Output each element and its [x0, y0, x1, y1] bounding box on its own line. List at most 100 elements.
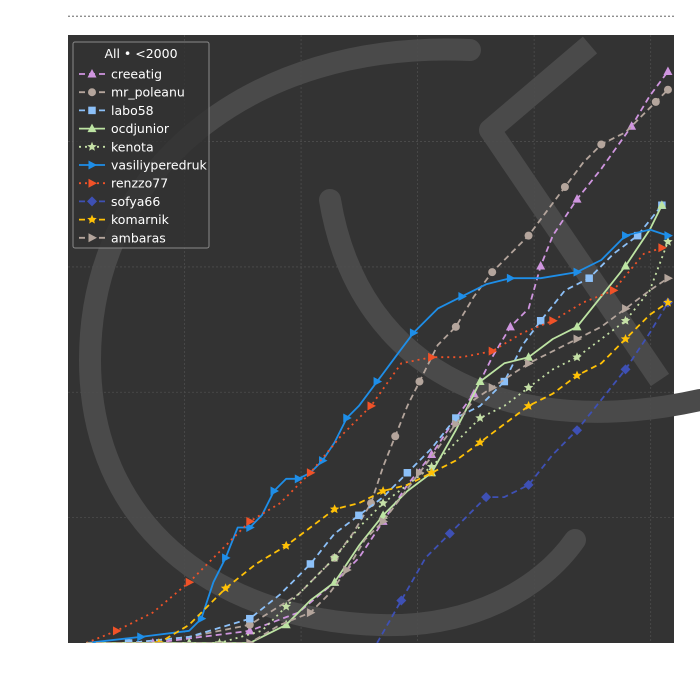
data-point-renzzo77: [185, 577, 195, 587]
data-point-vasiliyperedruk: [246, 522, 255, 532]
data-point-mr_poleanu: [663, 85, 672, 94]
data-point-kenota: [426, 461, 437, 471]
data-point-labo58: [633, 231, 642, 240]
data-point-vasiliyperedruk: [622, 231, 631, 241]
data-point-komarnik: [220, 583, 231, 593]
data-point-vasiliyperedruk: [319, 456, 328, 466]
data-point-labo58: [500, 377, 509, 386]
watermark-chevron: [479, 36, 670, 387]
data-point-komarnik: [281, 540, 291, 550]
legend-marker-renzzo77: [88, 178, 97, 188]
data-point-renzzo77: [367, 401, 376, 411]
legend-marker-sofya66: [87, 196, 97, 207]
data-point-mr_poleanu: [245, 620, 254, 629]
legend-label-komarnik: komarnik: [111, 212, 170, 227]
legend-marker-ambaras: [88, 233, 97, 243]
data-point-kenota: [281, 601, 291, 611]
data-point-komarnik: [475, 437, 485, 447]
data-point-labo58: [536, 317, 545, 325]
series-line-sofya66: [376, 302, 669, 643]
data-point-mr_poleanu: [451, 322, 460, 331]
data-point-komarnik: [572, 370, 582, 380]
series-line-labo58: [86, 204, 663, 643]
legend-marker-creeatig: [87, 69, 97, 78]
data-point-ambaras: [573, 334, 583, 344]
data-point-mr_poleanu: [560, 183, 569, 191]
data-point-ocdjunior: [186, 638, 192, 643]
data-point-labo58: [124, 639, 133, 643]
legend-marker-mr_poleanu: [88, 88, 96, 97]
data-point-mr_poleanu: [651, 97, 660, 106]
data-point-ocdjunior: [657, 200, 667, 209]
data-point-ocdjunior: [621, 261, 631, 270]
data-point-creeatig: [505, 321, 515, 331]
series-line-vasiliyperedruk: [86, 228, 669, 643]
data-point-vasiliyperedruk: [197, 614, 207, 624]
data-point-vasiliyperedruk: [137, 632, 146, 642]
data-point-komarnik: [663, 297, 673, 307]
series-ocdjunior: [86, 200, 667, 643]
series-line-creeatig: [86, 70, 669, 643]
data-point-renzzo77: [306, 468, 316, 478]
data-point-kenota: [475, 413, 485, 423]
data-point-kenota: [663, 236, 673, 246]
data-point-sofya66: [523, 479, 534, 490]
legend-title: All • <2000: [104, 46, 177, 61]
legend-marker-vasiliyperedruk: [88, 160, 97, 170]
data-point-komarnik: [426, 467, 437, 477]
data-point-labo58: [355, 511, 363, 520]
data-point-komarnik: [620, 334, 631, 343]
data-point-sofya66: [572, 425, 583, 436]
data-point-labo58: [452, 414, 460, 422]
legend-label-labo58: labo58: [111, 103, 154, 118]
data-point-sofya66: [444, 528, 455, 539]
legend-marker-komarnik: [87, 214, 97, 224]
data-point-labo58: [306, 560, 315, 568]
data-point-ambaras: [622, 304, 631, 314]
series-line-ocdjunior: [86, 204, 663, 643]
legend-label-ambaras: ambaras: [111, 230, 166, 245]
data-point-kenota: [214, 638, 225, 643]
data-point-ambaras: [379, 516, 389, 526]
data-point-mr_poleanu: [488, 268, 497, 277]
data-point-creeatig: [663, 66, 673, 75]
data-point-labo58: [246, 614, 254, 623]
watermark-inner-curve: [319, 189, 700, 423]
data-point-komarnik: [154, 638, 164, 643]
legend-marker-ocdjunior: [87, 123, 97, 133]
data-point-vasiliyperedruk: [664, 231, 673, 241]
series-vasiliyperedruk: [86, 228, 673, 643]
data-point-ocdjunior: [378, 510, 388, 519]
series-renzzo77: [85, 243, 667, 643]
data-point-renzzo77: [609, 285, 619, 295]
data-point-ambaras: [488, 383, 498, 393]
data-point-ocdjunior: [475, 376, 485, 386]
data-point-sofya66: [396, 595, 407, 606]
legend-label-mr_poleanu: mr_poleanu: [111, 85, 185, 100]
data-point-mr_poleanu: [597, 140, 606, 149]
legend-label-creeatig: creeatig: [111, 67, 162, 82]
data-point-komarnik: [329, 504, 340, 514]
data-point-renzzo77: [246, 516, 255, 526]
data-point-ocdjunior: [281, 619, 291, 629]
data-point-creeatig: [150, 638, 156, 643]
data-point-ambaras: [246, 638, 255, 643]
series-ambaras: [86, 273, 673, 643]
data-point-kenota: [378, 498, 388, 508]
legend-label-renzzo77: renzzo77: [111, 176, 168, 191]
legend-marker-kenota: [87, 141, 97, 151]
watermark-logo: [78, 36, 700, 637]
data-point-vasiliyperedruk: [294, 474, 304, 484]
data-point-mr_poleanu: [391, 432, 400, 441]
legend: All • <2000 creeatig mr_poleanu labo58 ocdju…: [72, 41, 210, 249]
data-point-ambaras: [415, 468, 425, 478]
data-point-kenota: [620, 315, 631, 325]
data-point-vasiliyperedruk: [373, 377, 383, 387]
data-point-kenota: [523, 382, 534, 392]
data-point-ambaras: [452, 419, 461, 429]
series-layer: [85, 66, 673, 643]
data-point-creeatig: [245, 625, 255, 635]
data-point-labo58: [585, 274, 593, 282]
data-point-creeatig: [427, 449, 437, 459]
data-point-vasiliyperedruk: [343, 413, 352, 423]
